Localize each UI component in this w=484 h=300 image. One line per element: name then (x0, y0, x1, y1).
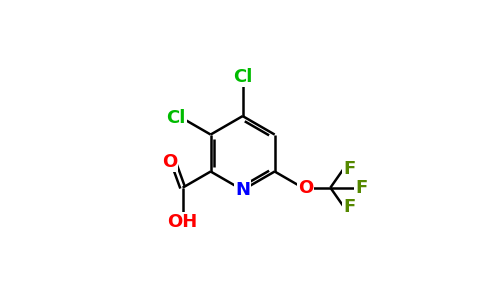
Text: OH: OH (167, 213, 198, 231)
Text: F: F (343, 160, 355, 178)
Text: O: O (162, 153, 177, 171)
Text: O: O (298, 179, 313, 197)
Text: F: F (343, 198, 355, 216)
Text: F: F (355, 179, 367, 197)
Text: Cl: Cl (166, 109, 185, 127)
Text: Cl: Cl (233, 68, 252, 86)
Text: N: N (235, 181, 250, 199)
